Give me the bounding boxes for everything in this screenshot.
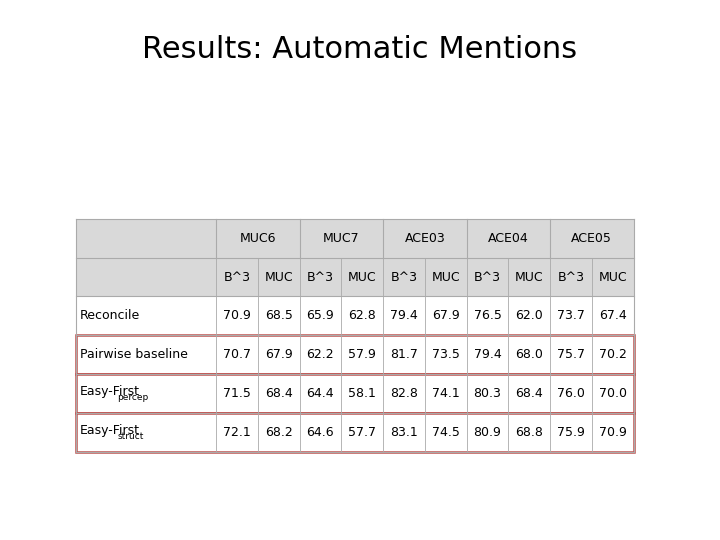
Text: 67.4: 67.4 [599,309,626,322]
Text: MUC: MUC [515,271,544,284]
Text: Pairwise baseline: Pairwise baseline [80,348,188,361]
Text: Easy-First: Easy-First [80,385,140,398]
Text: 75.9: 75.9 [557,426,585,439]
Text: 68.8: 68.8 [516,426,543,439]
Text: 79.4: 79.4 [390,309,418,322]
Text: 68.4: 68.4 [265,387,292,400]
Text: 72.1: 72.1 [223,426,251,439]
Text: ACE05: ACE05 [572,232,612,245]
FancyBboxPatch shape [76,219,634,258]
Text: 68.2: 68.2 [265,426,292,439]
Text: MUC6: MUC6 [240,232,276,245]
FancyBboxPatch shape [76,258,634,296]
Text: MUC: MUC [264,271,293,284]
Text: 67.9: 67.9 [265,348,292,361]
Text: B^3: B^3 [474,271,501,284]
Text: 62.0: 62.0 [516,309,543,322]
FancyBboxPatch shape [76,413,634,452]
Text: 64.6: 64.6 [307,426,334,439]
Text: 70.0: 70.0 [599,387,626,400]
Text: 57.9: 57.9 [348,348,376,361]
Text: struct: struct [117,432,144,441]
Text: MUC7: MUC7 [323,232,359,245]
Text: ACE04: ACE04 [488,232,528,245]
Text: 80.3: 80.3 [474,387,501,400]
Text: 76.5: 76.5 [474,309,501,322]
Text: Results: Automatic Mentions: Results: Automatic Mentions [143,35,577,64]
Text: 64.4: 64.4 [307,387,334,400]
Text: 83.1: 83.1 [390,426,418,439]
Text: 62.8: 62.8 [348,309,376,322]
Text: 74.5: 74.5 [432,426,459,439]
Text: 57.7: 57.7 [348,426,376,439]
Text: percep: percep [117,393,148,402]
Text: 65.9: 65.9 [307,309,334,322]
FancyBboxPatch shape [76,296,634,335]
Text: B^3: B^3 [390,271,418,284]
Text: 70.2: 70.2 [599,348,626,361]
Text: 70.9: 70.9 [599,426,626,439]
FancyBboxPatch shape [76,374,634,413]
Text: 75.7: 75.7 [557,348,585,361]
Text: B^3: B^3 [557,271,585,284]
Text: 73.7: 73.7 [557,309,585,322]
Text: 68.4: 68.4 [516,387,543,400]
Text: ACE03: ACE03 [405,232,445,245]
FancyBboxPatch shape [76,335,634,374]
Text: MUC: MUC [598,271,627,284]
Text: B^3: B^3 [223,271,251,284]
Text: Easy-First: Easy-First [80,424,140,437]
Text: 73.5: 73.5 [432,348,459,361]
Text: 70.7: 70.7 [223,348,251,361]
Text: Reconcile: Reconcile [80,309,140,322]
Text: MUC: MUC [431,271,460,284]
Text: 71.5: 71.5 [223,387,251,400]
Text: 67.9: 67.9 [432,309,459,322]
Text: MUC: MUC [348,271,377,284]
Text: 79.4: 79.4 [474,348,501,361]
Text: 68.5: 68.5 [265,309,292,322]
Text: 62.2: 62.2 [307,348,334,361]
Text: B^3: B^3 [307,271,334,284]
Text: 80.9: 80.9 [474,426,501,439]
Text: 81.7: 81.7 [390,348,418,361]
Text: 82.8: 82.8 [390,387,418,400]
Text: 74.1: 74.1 [432,387,459,400]
Text: 76.0: 76.0 [557,387,585,400]
Text: 68.0: 68.0 [516,348,543,361]
Text: 58.1: 58.1 [348,387,376,400]
Text: 70.9: 70.9 [223,309,251,322]
